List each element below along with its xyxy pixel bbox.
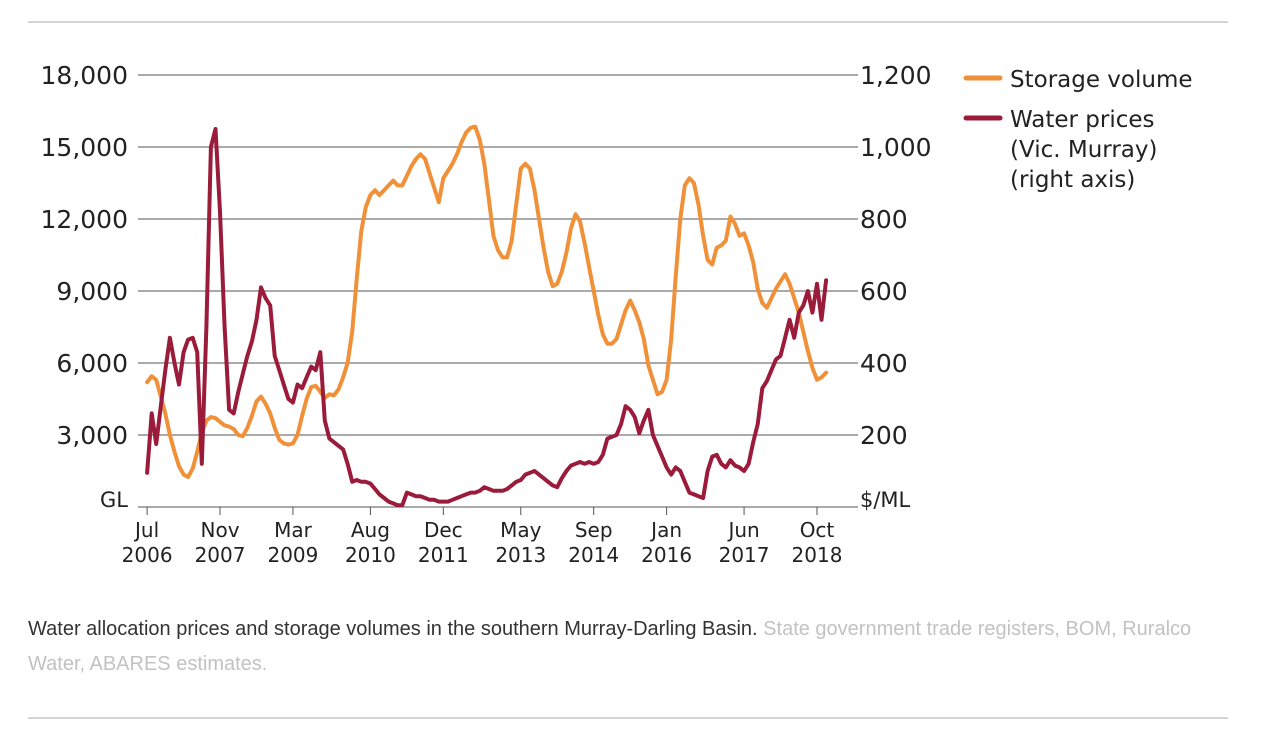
- x-tick-label-year: 2017: [719, 543, 770, 567]
- left-axis-ticks: 3,000 6,000 9,000 12,000 15,000 18,000: [41, 61, 128, 450]
- x-tick-label-month: Mar: [274, 518, 313, 542]
- x-tick-label-month: May: [500, 518, 542, 542]
- x-tick-label-year: 2011: [418, 543, 469, 567]
- left-tick-label: 6,000: [56, 349, 128, 378]
- right-axis-unit: $/ML: [860, 488, 911, 512]
- x-tick-label-month: Oct: [800, 518, 835, 542]
- storage-volume-line: [145, 124, 829, 479]
- x-tick-label-year: 2009: [267, 543, 318, 567]
- water-prices-line: [145, 127, 829, 508]
- top-divider: [28, 21, 1228, 23]
- left-tick-label: 18,000: [41, 61, 128, 90]
- right-tick-label: 800: [860, 205, 908, 234]
- caption-text: Water allocation prices and storage volu…: [28, 618, 758, 640]
- bottom-divider: [28, 717, 1228, 719]
- legend-label-prices: Water prices: [1010, 107, 1155, 133]
- legend-label-storage: Storage volume: [1010, 67, 1193, 93]
- x-tick-label-year: 2016: [641, 543, 692, 567]
- chart: 3,000 6,000 9,000 12,000 15,000 18,000 200 400…: [41, 61, 1193, 567]
- right-tick-label: 600: [860, 277, 908, 306]
- legend-label-prices: (right axis): [1010, 167, 1135, 193]
- legend-label-prices: (Vic. Murray): [1010, 137, 1157, 163]
- right-axis-ticks: 200 400 600 800 1,000 1,200: [860, 61, 932, 450]
- x-tick-label-month: Jun: [726, 518, 759, 542]
- x-tick-label-year: 2014: [568, 543, 619, 567]
- x-tick-label-month: Jan: [649, 518, 682, 542]
- figure-caption: Water allocation prices and storage volu…: [28, 612, 1218, 682]
- x-tick-label-year: 2013: [495, 543, 546, 567]
- x-tick-label-year: 2018: [792, 543, 843, 567]
- left-tick-label: 15,000: [41, 133, 128, 162]
- x-tick-label-month: Sep: [575, 518, 613, 542]
- x-tick-label-month: Dec: [424, 518, 463, 542]
- left-axis-unit: GL: [100, 488, 128, 512]
- caption-source: State government trade registers, BOM, R…: [28, 618, 1192, 675]
- right-tick-label: 200: [860, 421, 908, 450]
- left-tick-label: 12,000: [41, 205, 128, 234]
- x-tick-label-year: 2010: [345, 543, 396, 567]
- x-tick-label-year: 2006: [122, 543, 173, 567]
- x-tick-label-month: Nov: [201, 518, 240, 542]
- series: [145, 124, 829, 508]
- legend: Storage volume Water prices (Vic. Murray) (…: [963, 67, 1193, 193]
- right-tick-label: 1,200: [860, 61, 932, 90]
- x-axis-ticks: Jul2006Nov2007Mar2009Aug2010Dec2011May20…: [122, 507, 843, 567]
- grid: [138, 74, 858, 436]
- left-tick-label: 3,000: [56, 421, 128, 450]
- x-tick-label-month: Jul: [133, 518, 159, 542]
- right-tick-label: 400: [860, 349, 908, 378]
- right-tick-label: 1,000: [860, 133, 932, 162]
- left-tick-label: 9,000: [56, 277, 128, 306]
- x-tick-label-month: Aug: [351, 518, 390, 542]
- x-tick-label-year: 2007: [195, 543, 246, 567]
